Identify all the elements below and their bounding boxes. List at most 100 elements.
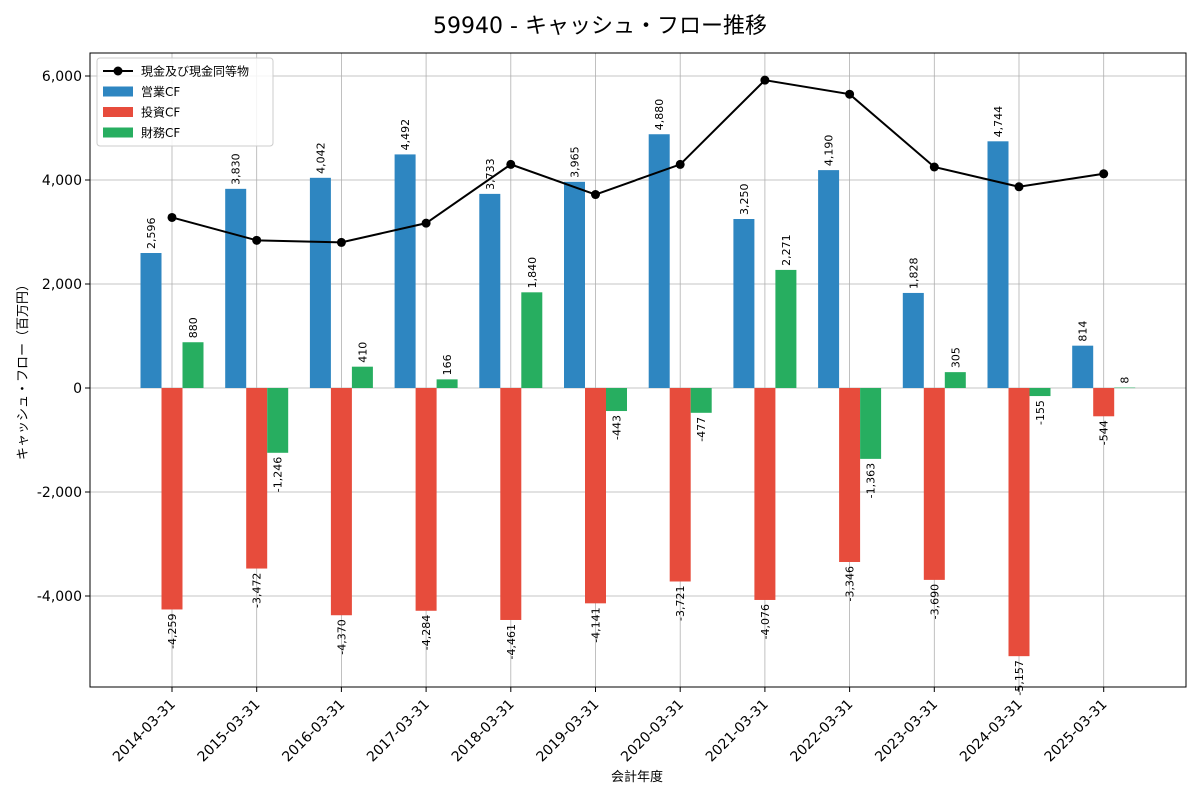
bar	[669, 388, 691, 582]
data-label: 3,733	[484, 158, 497, 190]
bar	[775, 269, 797, 388]
data-label: 1,828	[907, 257, 920, 289]
cash-line-point	[506, 159, 516, 169]
data-label: 1,840	[526, 257, 539, 289]
bar	[1008, 388, 1030, 657]
data-label: 166	[441, 354, 454, 375]
data-label: 3,965	[569, 146, 582, 178]
legend-label: 営業CF	[141, 85, 180, 99]
cash-line-point	[845, 89, 855, 99]
data-label: -4,141	[590, 607, 603, 642]
bar	[987, 141, 1009, 388]
legend-label: 投資CF	[141, 105, 180, 120]
legend-label: 財務CF	[141, 125, 180, 140]
y-tick-label: 2,000	[42, 277, 82, 293]
bar	[182, 342, 204, 388]
data-label: 8	[1119, 377, 1132, 384]
x-tick-label: 2023-03-31	[872, 697, 941, 766]
data-label: 4,492	[399, 119, 412, 151]
data-label: 3,250	[738, 184, 751, 216]
data-label: -155	[1034, 400, 1047, 425]
legend-box	[96, 57, 274, 147]
x-tick-label: 2021-03-31	[703, 697, 772, 766]
bar	[564, 181, 585, 388]
bar	[351, 366, 373, 388]
bar	[309, 177, 331, 388]
bar	[521, 292, 543, 388]
bar	[1093, 388, 1115, 417]
bar	[267, 388, 289, 453]
y-tick-label: -4,000	[37, 589, 82, 605]
x-tick-label: 2020-03-31	[618, 697, 687, 766]
x-tick-label: 2015-03-31	[195, 697, 264, 766]
y-axis-label: キャッシュ・フロー（百万円）	[16, 278, 31, 460]
data-label: 2,271	[780, 234, 793, 266]
bar	[860, 388, 882, 459]
cash-line-point	[1099, 169, 1109, 179]
data-label: -443	[611, 415, 624, 440]
data-label: 2,596	[145, 218, 158, 250]
legend-swatch	[103, 127, 133, 138]
bar	[394, 154, 416, 388]
data-label: 4,042	[314, 142, 327, 174]
data-label: 814	[1077, 321, 1090, 342]
bar	[161, 388, 183, 610]
data-label: -4,461	[505, 624, 518, 659]
bar	[606, 388, 627, 412]
bar	[1029, 388, 1051, 397]
data-label: -3,346	[844, 566, 857, 601]
bar	[1072, 345, 1094, 388]
data-label: -544	[1098, 420, 1111, 445]
bar	[754, 388, 776, 600]
y-tick-label: -2,000	[37, 485, 82, 501]
cash-line-point	[675, 159, 685, 169]
x-tick-label: 2025-03-31	[1042, 697, 1111, 766]
chart-title: 59940 - キャッシュ・フロー推移	[433, 14, 767, 39]
data-label: 410	[356, 342, 369, 363]
cash-line-point	[252, 235, 262, 245]
data-label: -3,721	[674, 585, 687, 620]
data-label: -1,363	[865, 463, 878, 498]
x-tick-label: 2019-03-31	[533, 697, 602, 766]
bar	[585, 388, 606, 604]
data-label: 880	[187, 317, 200, 338]
data-label: -3,472	[251, 573, 264, 608]
data-label: -3,690	[928, 584, 941, 619]
data-label: -4,259	[166, 613, 179, 648]
cash-line-point	[421, 218, 431, 228]
data-label: 4,744	[992, 106, 1005, 138]
y-tick-label: 4,000	[42, 173, 82, 189]
x-axis-label: 会計年度	[611, 769, 663, 785]
x-tick-label: 2014-03-31	[110, 697, 179, 766]
y-tick-label: 0	[73, 381, 82, 397]
cash-line-point	[929, 162, 939, 172]
bar	[648, 134, 670, 388]
data-label: 305	[949, 347, 962, 368]
data-label: -477	[695, 417, 708, 442]
bar	[690, 388, 712, 413]
legend-swatch	[103, 86, 133, 97]
data-label: 4,190	[823, 135, 836, 167]
bar	[330, 388, 352, 616]
data-label: 4,880	[653, 99, 666, 131]
cash-line	[167, 75, 1109, 247]
cash-line-point	[167, 212, 177, 222]
cash-line-path	[171, 79, 1104, 244]
bar	[923, 388, 945, 580]
bar	[839, 388, 861, 562]
data-label: -4,284	[420, 615, 433, 650]
cash-line-point	[591, 190, 600, 200]
x-tick-label: 2016-03-31	[279, 697, 348, 766]
legend-swatch	[103, 107, 133, 117]
bar	[436, 379, 458, 388]
bar	[733, 219, 755, 388]
x-tick-label: 2018-03-31	[449, 697, 518, 766]
plot-frame	[89, 52, 1187, 688]
data-label: 3,830	[230, 153, 243, 185]
data-label: -4,076	[759, 604, 772, 639]
bar	[479, 193, 501, 388]
x-tick-label: 2024-03-31	[957, 697, 1026, 766]
